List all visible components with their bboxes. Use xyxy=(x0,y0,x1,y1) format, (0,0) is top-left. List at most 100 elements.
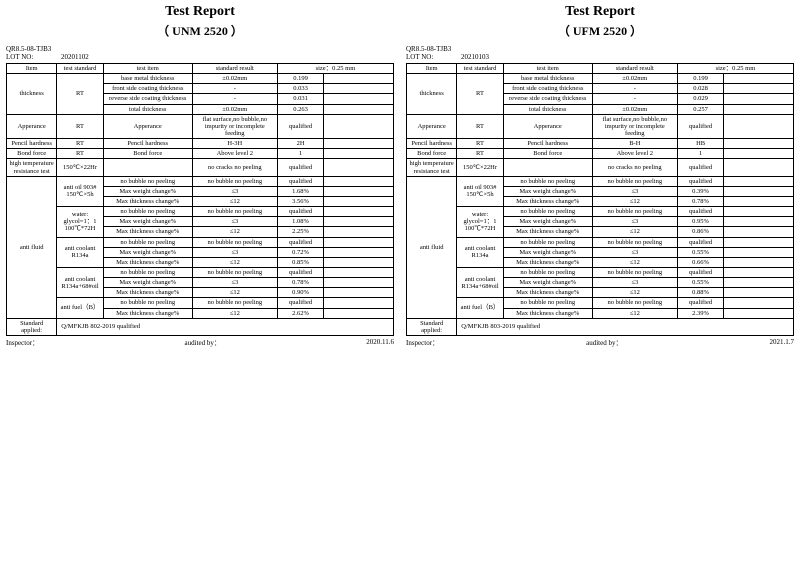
cell-item: thickness xyxy=(7,74,57,115)
cell-std-result: ≤3 xyxy=(592,247,677,257)
cell-v1: 0.199 xyxy=(277,74,323,84)
cell-test-item: Pencil hardness xyxy=(103,139,192,149)
report-footer: Inspector：audited by：2020.11.6 xyxy=(6,338,394,348)
cell-v2 xyxy=(324,94,394,104)
doc-id: QR8.5-08-TJB3 xyxy=(6,45,61,53)
cell-test-item: no bubble no peeling xyxy=(503,176,592,186)
cell-std: 150℃×22Hr xyxy=(57,159,103,176)
cell-std: anti fuel（B） xyxy=(57,298,103,318)
table-header: Itemtest standardtest itemstandard resul… xyxy=(407,64,794,74)
cell-std: anti coolant R134a+68#oil xyxy=(457,267,503,297)
cell-item: Pencil hardness xyxy=(7,139,57,149)
cell-std-result: ≤12 xyxy=(192,308,277,318)
cell-v1: 2H xyxy=(277,139,323,149)
cell-item: high temperature resistance test xyxy=(407,159,457,176)
cell-v1: 2.39% xyxy=(677,308,723,318)
cell-std-result: flat surface,no bubble,no impurity or in… xyxy=(192,114,277,138)
table-row: ApperanceRTApperanceflat surface,no bubb… xyxy=(7,114,394,138)
footer-audited: audited by： xyxy=(586,338,622,348)
cell-std: anti oil 903# 150℃×5h xyxy=(57,176,103,206)
cell-v2 xyxy=(724,267,794,277)
cell-v2 xyxy=(724,176,794,186)
table-row: water: glycol=1：1 100℃*72Hno bubble no p… xyxy=(407,207,794,217)
cell-test-item: no bubble no peeling xyxy=(103,237,192,247)
cell-v1: qualified xyxy=(277,267,323,277)
cell-std-result: - xyxy=(592,84,677,94)
table-row: Bond forceRTBond forceAbove level 21 xyxy=(7,149,394,159)
cell-std: RT xyxy=(57,114,103,138)
cell-std-result: no cracks no peeling xyxy=(192,159,277,176)
cell-v2 xyxy=(724,298,794,308)
std-applied-label: Standard applied: xyxy=(7,318,57,335)
cell-test-item: base metal thickness xyxy=(103,74,192,84)
cell-std-result: ≤3 xyxy=(192,186,277,196)
cell-std-result: ≤3 xyxy=(592,186,677,196)
cell-std-result: H-3H xyxy=(192,139,277,149)
cell-v2 xyxy=(324,186,394,196)
cell-v1: 0.86% xyxy=(677,227,723,237)
cell-test-item: Max weight change% xyxy=(503,217,592,227)
table-row: high temperature resistance test150℃×22H… xyxy=(7,159,394,176)
report-title: Test Report xyxy=(406,4,794,20)
cell-std-result: ≤12 xyxy=(592,257,677,267)
cell-item: Bond force xyxy=(407,149,457,159)
hdr-test-item: test item xyxy=(103,64,192,74)
cell-item: high temperature resistance test xyxy=(7,159,57,176)
cell-v1: 0.78% xyxy=(677,196,723,206)
cell-test-item: Max weight change% xyxy=(103,186,192,196)
cell-v2 xyxy=(724,237,794,247)
table-row: anti coolant R134ano bubble no peelingno… xyxy=(7,237,394,247)
cell-std-result: flat surface,no bubble,no impurity or in… xyxy=(592,114,677,138)
cell-v1: qualified xyxy=(277,176,323,186)
cell-v2 xyxy=(724,227,794,237)
footer-inspector: Inspector： xyxy=(406,338,439,348)
cell-std-result: ≤3 xyxy=(592,217,677,227)
table-row: anti fuel（B）no bubble no peelingno bubbl… xyxy=(7,298,394,308)
cell-std: 150℃×22Hr xyxy=(457,159,503,176)
table-row: anti fuel（B）no bubble no peelingno bubbl… xyxy=(407,298,794,308)
cell-v1: 0.028 xyxy=(677,84,723,94)
cell-std-result: ≤12 xyxy=(192,227,277,237)
cell-std-result: B-H xyxy=(592,139,677,149)
table-row: anti coolant R134ano bubble no peelingno… xyxy=(407,237,794,247)
cell-test-item: Max thickness change% xyxy=(503,257,592,267)
table-row: water: glycol=1：1 100℃*72Hno bubble no p… xyxy=(7,207,394,217)
cell-std-result: ≤12 xyxy=(592,196,677,206)
cell-std-result: ±0.02mm xyxy=(192,74,277,84)
cell-std: RT xyxy=(457,74,503,115)
cell-v1: qualified xyxy=(677,237,723,247)
cell-test-item: base metal thickness xyxy=(503,74,592,84)
cell-std: RT xyxy=(457,114,503,138)
std-applied-label: Standard applied: xyxy=(407,318,457,335)
cell-v2 xyxy=(724,247,794,257)
table-row: Pencil hardnessRTPencil hardnessB-HHB xyxy=(407,139,794,149)
report-right: Test Report（ UFM 2520 ）QR8.5-08-TJB3LOT … xyxy=(400,0,800,585)
cell-v1: 0.55% xyxy=(677,247,723,257)
cell-test-item: Apperance xyxy=(103,114,192,138)
cell-v1: 1.68% xyxy=(277,186,323,196)
hdr-std-result: standard result xyxy=(592,64,677,74)
hdr-size: size：0.25 mm xyxy=(677,64,793,74)
cell-std-result: no bubble no peeling xyxy=(192,237,277,247)
cell-std: RT xyxy=(57,149,103,159)
cell-v2 xyxy=(324,308,394,318)
cell-v2 xyxy=(324,257,394,267)
cell-test-item: Max thickness change% xyxy=(103,227,192,237)
cell-std: RT xyxy=(457,149,503,159)
lot-no: 20201102 xyxy=(61,53,89,61)
cell-std: anti coolant R134a xyxy=(457,237,503,267)
cell-v2 xyxy=(724,94,794,104)
cell-test-item: front side coating thickness xyxy=(103,84,192,94)
cell-v1: 2.62% xyxy=(277,308,323,318)
hdr-item: Item xyxy=(7,64,57,74)
cell-item: thickness xyxy=(407,74,457,115)
cell-test-item: Max thickness change% xyxy=(503,288,592,298)
hdr-size: size：0.25 mm xyxy=(277,64,393,74)
cell-test-item: no bubble no peeling xyxy=(103,267,192,277)
cell-v1: 0.55% xyxy=(677,278,723,288)
cell-test-item: Max thickness change% xyxy=(103,288,192,298)
cell-std-result: Above level 2 xyxy=(592,149,677,159)
cell-v2 xyxy=(724,114,794,138)
report-footer: Inspector：audited by：2021.1.7 xyxy=(406,338,794,348)
hdr-std-result: standard result xyxy=(192,64,277,74)
